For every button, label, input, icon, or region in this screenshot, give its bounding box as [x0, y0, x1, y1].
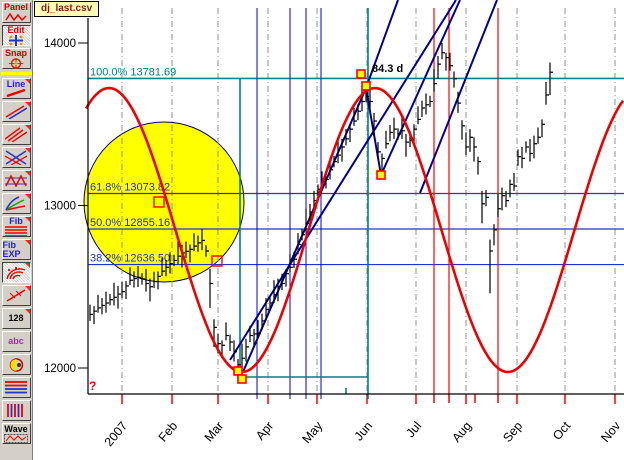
fib-levels-icon — [5, 226, 27, 236]
small-red-arrow-icon — [24, 102, 30, 107]
month-label: Feb — [156, 419, 181, 445]
snap-button-label: Snap — [4, 47, 27, 58]
small-red-arrow-icon — [24, 240, 30, 245]
zigzag-icon — [5, 173, 27, 188]
snap-button[interactable]: Snap — [1, 47, 31, 69]
cycle-measurement-label: 84.3 d — [372, 63, 403, 75]
count-128-button[interactable]: 128 — [1, 308, 31, 329]
month-label: Oct — [550, 419, 574, 443]
crosshair-icon — [8, 34, 24, 46]
month-label: Mar — [202, 419, 227, 444]
wave-button[interactable]: Wave — [1, 423, 31, 444]
slash-marks-button[interactable] — [1, 285, 31, 306]
selection-handle[interactable] — [153, 196, 165, 208]
trend-line — [380, 0, 461, 176]
month-label: Sep — [500, 419, 525, 445]
month-label: Apr — [253, 419, 276, 443]
fan-lines-button[interactable] — [1, 193, 31, 214]
small-red-arrow-icon — [24, 286, 30, 291]
h-lines-icon — [5, 381, 27, 394]
text-abc-button[interactable]: abc — [1, 331, 31, 352]
selection-handle[interactable] — [376, 170, 386, 180]
arcs-icon — [5, 265, 27, 280]
y-tick-label: 13000 — [44, 201, 76, 213]
v-lines-button[interactable] — [1, 400, 31, 421]
toolbar-separator — [0, 72, 32, 75]
fib-level-label: 100.0% 13781.69 — [90, 66, 176, 78]
text-abc-button-label: abc — [8, 336, 24, 346]
fan-lines-icon — [5, 196, 27, 211]
small-red-arrow-icon — [24, 194, 30, 199]
wave-button-label: Wave — [4, 423, 28, 434]
edit-button-label: Edit — [7, 24, 25, 35]
small-red-arrow-icon — [24, 263, 30, 268]
month-label: Nov — [598, 418, 623, 445]
fib-button[interactable]: Fib — [1, 216, 31, 237]
circle-tool-icon — [9, 357, 24, 372]
selection-handle[interactable] — [237, 374, 247, 384]
small-red-arrow-icon — [24, 79, 30, 84]
waveform-icon — [5, 12, 27, 22]
cross-lines-button[interactable] — [1, 147, 31, 168]
fib-exp-button-label: Fib EXP — [2, 239, 21, 259]
month-label: Jul — [403, 419, 424, 440]
selection-handle[interactable] — [361, 81, 371, 91]
file-tab-label: dj_last.csv — [41, 3, 93, 14]
v-lines-icon — [6, 404, 26, 417]
target-icon — [9, 57, 23, 69]
selection-handle[interactable] — [211, 255, 223, 267]
wave-icon — [4, 433, 28, 443]
small-red-arrow-icon — [24, 125, 30, 130]
question-mark-label: ? — [89, 379, 96, 393]
edit-button[interactable]: Edit — [1, 24, 31, 46]
selection-handle[interactable] — [233, 366, 243, 376]
line-button-label: Line — [6, 79, 26, 89]
trend-line — [229, 0, 457, 361]
fib-level-label: 50.0% 12855.16 — [90, 217, 170, 229]
fib-button-label: Fib — [9, 216, 23, 226]
small-red-arrow-icon — [24, 309, 30, 314]
hatch-lines-button[interactable] — [1, 124, 31, 145]
panel-button-label: Panel — [3, 2, 28, 12]
sine-cycle-curve[interactable] — [84, 86, 624, 374]
h-lines-button[interactable] — [1, 377, 31, 398]
month-label: 2007 — [102, 419, 131, 449]
hatch-lines-icon — [5, 127, 27, 142]
small-red-arrow-icon — [24, 217, 30, 222]
y-tick-label: 14000 — [44, 38, 76, 50]
arcs-button[interactable] — [1, 262, 31, 283]
count-128-button-label: 128 — [8, 313, 24, 323]
trend-line — [365, 0, 399, 89]
selection-handle[interactable] — [356, 69, 366, 79]
drawing-toolbar: Panel Edit Snap Line Fib Fib EXP 128 abc Wave — [0, 0, 33, 460]
small-red-arrow-icon — [24, 171, 30, 176]
parallel-lines-icon — [5, 104, 27, 119]
month-label: Aug — [449, 419, 474, 445]
fib-level-label: 38.2% 12636.50 — [90, 253, 170, 265]
circle-tool-button[interactable] — [1, 354, 31, 375]
zigzag-button[interactable] — [1, 170, 31, 191]
fib-level-label: 61.8% 13073.82 — [90, 182, 170, 194]
month-label: May — [299, 418, 325, 446]
file-tab[interactable]: dj_last.csv — [34, 1, 100, 17]
month-label: Jun — [352, 419, 376, 443]
line-button[interactable]: Line — [1, 78, 31, 99]
fib-exp-button[interactable]: Fib EXP — [1, 239, 31, 260]
parallel-lines-button[interactable] — [1, 101, 31, 122]
panel-button[interactable]: Panel — [1, 2, 31, 23]
slash-marks-icon — [5, 288, 27, 303]
small-red-arrow-icon — [24, 148, 30, 153]
y-tick-label: 12000 — [44, 363, 76, 375]
cross-lines-icon — [5, 150, 27, 165]
diagonal-line-icon — [6, 89, 26, 97]
